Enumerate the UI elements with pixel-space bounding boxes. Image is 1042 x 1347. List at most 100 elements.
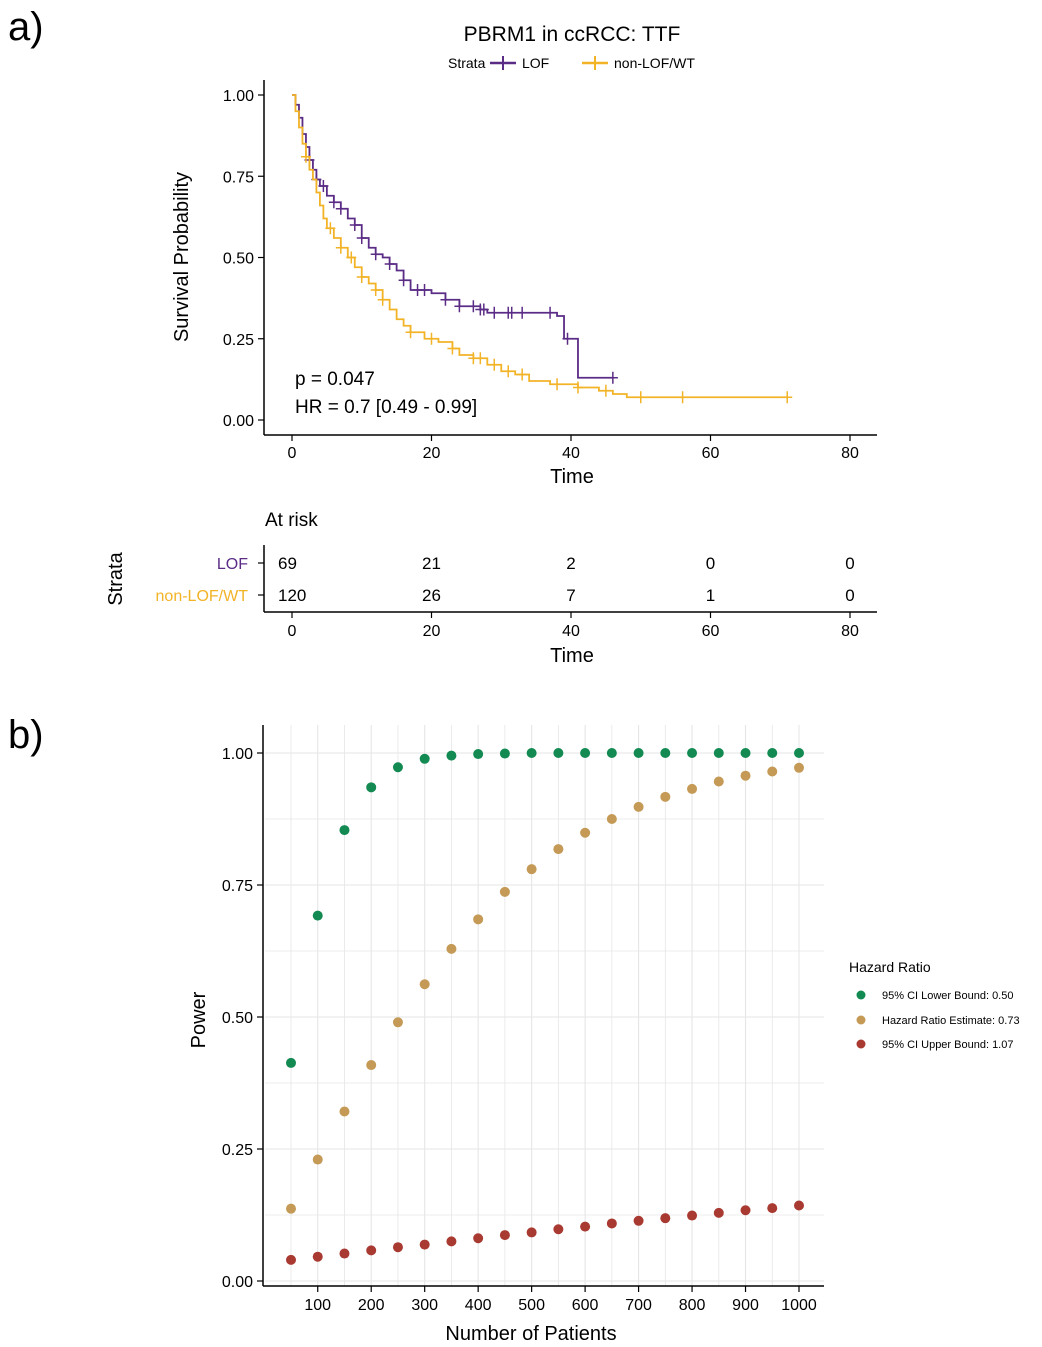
km-curve-nonlof [292, 94, 788, 399]
risk-cell: 69 [278, 554, 297, 573]
power-y-tick-label: 0.50 [222, 1010, 253, 1027]
power-x-axis-label: Number of Patients [445, 1323, 616, 1345]
power-point-upper [713, 1207, 724, 1218]
power-x-tick-label: 500 [518, 1297, 545, 1314]
km-censor-mark [370, 248, 381, 261]
power-point-estimate [286, 1203, 296, 1214]
km-censor-mark [370, 284, 381, 296]
km-censor-mark [300, 150, 311, 163]
km-x-tick-label: 40 [562, 445, 580, 462]
risk-cell: 26 [422, 586, 441, 605]
power-point-lower [606, 748, 617, 758]
risk-cell: 0 [845, 586, 854, 605]
power-legend-label-lower: 95% CI Lower Bound: 0.50 [882, 990, 1013, 1002]
km-censor-mark [782, 391, 793, 404]
km-censor-mark [635, 391, 646, 404]
km-title: PBRM1 in ccRCC: TTF [464, 23, 681, 46]
km-censor-mark [517, 368, 528, 381]
power-plot: 100 200 300 400 500 600 700 800 900 1000 0.00 0.25 0… [188, 725, 1020, 1345]
km-censor-mark [503, 365, 514, 378]
km-censor-mark [677, 391, 688, 404]
km-censor-mark [335, 241, 346, 254]
risk-row-label: LOF [217, 556, 248, 573]
km-censor-mark [384, 258, 395, 270]
km-censor-mark [328, 196, 339, 209]
power-point-estimate [580, 827, 591, 838]
risk-x-tick-label: 40 [562, 623, 580, 640]
power-legend-dot-upper [856, 1039, 866, 1049]
km-x-tick-label: 20 [423, 445, 441, 462]
risk-table-x-axis-label: Time [550, 645, 594, 667]
panel-label-a: a) [8, 5, 44, 49]
risk-x-tick-label: 80 [841, 623, 859, 640]
power-point-estimate [419, 979, 430, 990]
power-point-estimate [606, 814, 617, 824]
power-point-upper [633, 1215, 644, 1226]
power-point-lower [499, 748, 510, 759]
power-point-estimate [339, 1106, 350, 1117]
power-point-upper [687, 1210, 698, 1221]
power-x-tick-label: 900 [732, 1297, 759, 1314]
power-x-tick-label: 800 [679, 1297, 706, 1314]
km-legend-key-nonlof [582, 56, 608, 70]
power-point-lower [366, 782, 377, 793]
km-censor-mark [377, 293, 388, 306]
power-point-lower [633, 748, 644, 758]
km-p-value: p = 0.047 [295, 369, 375, 390]
power-point-estimate [687, 783, 698, 794]
km-censor-mark [572, 381, 583, 394]
power-x-tick-label: 100 [304, 1297, 331, 1314]
power-point-upper [419, 1239, 430, 1250]
risk-cell: 7 [566, 586, 575, 605]
power-x-tick-label: 400 [465, 1297, 492, 1314]
km-censor-mark [562, 332, 573, 345]
power-point-lower [339, 825, 350, 836]
risk-cell: 21 [422, 554, 441, 573]
km-y-tick-label: 0.25 [223, 332, 254, 349]
power-point-upper [339, 1248, 350, 1259]
power-point-upper [499, 1230, 510, 1241]
power-x-tick-label: 200 [358, 1297, 385, 1314]
power-point-estimate [713, 776, 724, 787]
km-censor-mark [356, 232, 367, 244]
km-censor-mark [600, 384, 611, 397]
km-censor-mark [475, 352, 486, 365]
km-x-tick-label: 0 [288, 445, 297, 462]
power-point-upper [312, 1251, 323, 1262]
power-gridlines [265, 725, 824, 1286]
power-x-tick-label: 700 [625, 1297, 652, 1314]
power-point-lower [687, 748, 698, 758]
km-legend-title: Strata [448, 55, 486, 71]
km-series-layer [292, 94, 793, 404]
km-censor-mark [349, 219, 360, 231]
risk-row-label: non-LOF/WT [156, 588, 249, 605]
power-point-upper [767, 1203, 778, 1214]
power-point-upper [580, 1221, 591, 1232]
km-censor-mark [335, 202, 346, 215]
risk-x-tick-label: 20 [423, 623, 441, 640]
km-censor-mark [346, 251, 357, 264]
power-point-upper [606, 1218, 617, 1229]
power-point-lower [553, 748, 564, 758]
power-point-lower [580, 748, 591, 758]
power-point-upper [366, 1245, 377, 1256]
risk-cell: 0 [845, 554, 854, 573]
power-point-estimate [553, 844, 564, 855]
km-y-tick-label: 0.00 [223, 413, 254, 430]
risk-cell: 0 [706, 554, 715, 573]
km-censor-mark [325, 222, 336, 235]
power-legend-title: Hazard Ratio [849, 959, 931, 975]
km-censor-mark [405, 326, 416, 339]
km-legend: Strata LOF non-LOF/WT [448, 55, 695, 71]
km-censor-mark [440, 293, 451, 306]
km-y-tick-label: 1.00 [223, 88, 254, 105]
risk-x-tick-label: 60 [702, 623, 720, 640]
power-x-tick-label: 600 [572, 1297, 599, 1314]
power-point-lower [767, 748, 778, 758]
km-censor-mark [468, 300, 479, 313]
power-y-tick-label: 0.25 [222, 1142, 253, 1159]
km-censor-mark [398, 274, 409, 287]
power-point-lower [660, 748, 671, 758]
km-y-tick-label: 0.75 [223, 169, 254, 186]
